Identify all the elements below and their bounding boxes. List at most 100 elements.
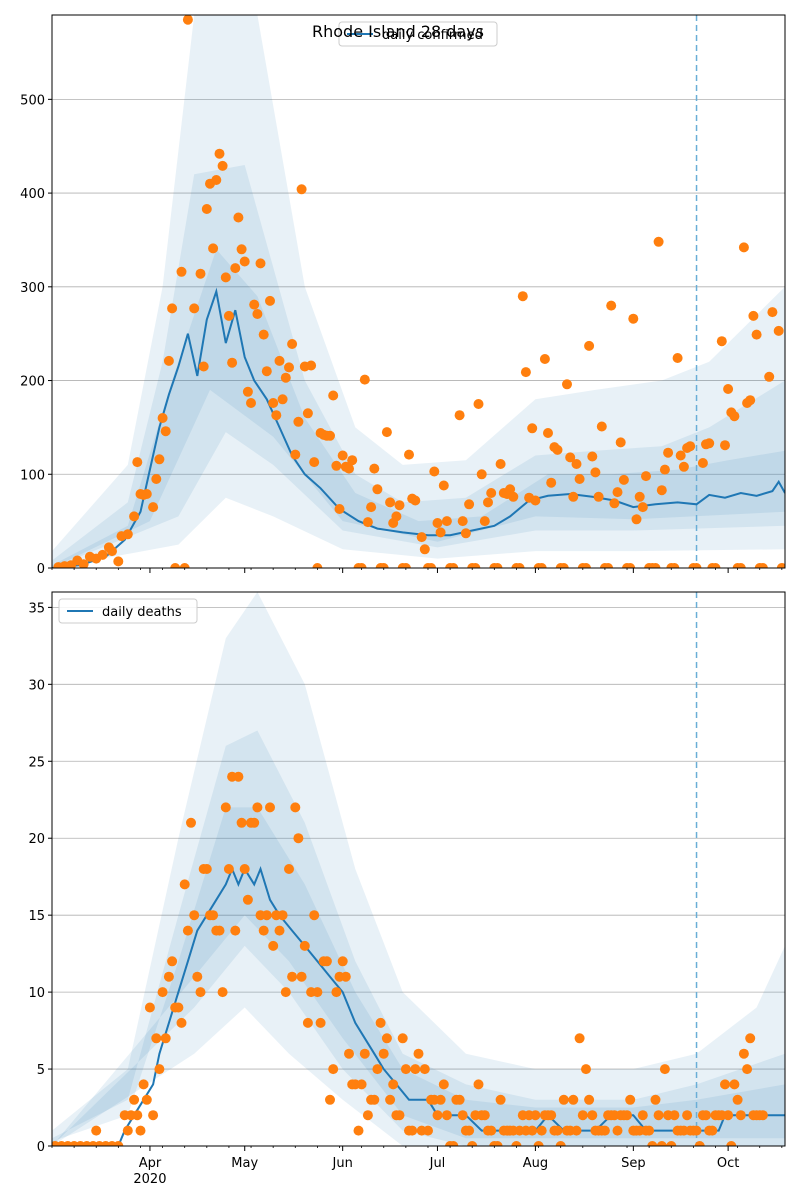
data-point — [729, 1079, 740, 1090]
data-point — [167, 303, 178, 314]
data-point — [233, 771, 244, 782]
data-point — [340, 971, 351, 982]
data-point — [334, 504, 345, 514]
data-point — [189, 910, 200, 921]
data-point — [179, 563, 190, 568]
data-point — [653, 1110, 664, 1121]
data-point — [372, 1064, 383, 1075]
data-point — [625, 563, 636, 568]
uncertainty-band-1 — [52, 730, 785, 1146]
data-point — [302, 1017, 313, 1028]
data-point — [391, 511, 402, 522]
data-point — [163, 971, 174, 982]
data-point — [372, 484, 383, 495]
data-point — [154, 454, 165, 465]
data-point — [448, 563, 459, 568]
data-point — [293, 833, 304, 844]
y-tick-label: 35 — [28, 601, 45, 616]
data-point — [609, 498, 620, 509]
y-tick-label: 15 — [28, 909, 45, 924]
data-point — [637, 1110, 648, 1121]
data-point — [423, 1125, 433, 1136]
data-point — [697, 458, 708, 468]
data-point — [375, 1017, 386, 1028]
data-point — [173, 1002, 184, 1013]
data-point — [776, 563, 785, 568]
data-point — [432, 518, 443, 528]
data-point — [325, 430, 335, 441]
data-point — [650, 1094, 661, 1105]
data-point — [179, 879, 190, 890]
plot-area — [52, 592, 785, 1146]
data-point — [735, 563, 746, 568]
data-point — [91, 1125, 102, 1136]
data-point — [239, 256, 250, 267]
data-point — [546, 1110, 557, 1121]
data-point — [381, 427, 392, 438]
data-point — [432, 1110, 443, 1121]
data-point — [312, 987, 323, 998]
data-point — [454, 1094, 465, 1105]
data-point — [435, 527, 446, 538]
data-point — [653, 236, 664, 247]
data-point — [325, 1094, 335, 1105]
data-point — [400, 563, 411, 568]
data-point — [419, 1064, 430, 1075]
data-point — [138, 1079, 149, 1090]
legend: daily deaths — [58, 598, 198, 624]
data-point — [198, 361, 209, 372]
data-point — [321, 956, 332, 967]
data-point — [495, 459, 506, 469]
data-point — [337, 450, 348, 461]
data-point — [441, 516, 452, 527]
data-point — [328, 390, 339, 401]
legend-label: daily confirmed — [382, 28, 483, 43]
data-point — [659, 1064, 670, 1075]
uncertainty-band-0 — [52, 592, 785, 1146]
data-point — [167, 956, 178, 967]
data-point — [182, 925, 193, 936]
data-point — [587, 1110, 598, 1121]
data-point — [369, 463, 380, 474]
data-point — [543, 428, 553, 438]
data-point — [274, 355, 285, 366]
x-tick-label: May — [231, 1156, 258, 1171]
data-point — [704, 438, 715, 449]
data-point — [441, 1110, 452, 1121]
data-point — [448, 1141, 459, 1146]
data-point — [742, 1064, 753, 1075]
data-point — [344, 463, 354, 474]
data-point — [745, 395, 756, 406]
data-point — [141, 489, 152, 499]
data-point — [306, 360, 317, 371]
data-point — [682, 1110, 693, 1121]
data-point — [369, 1094, 380, 1105]
data-point — [454, 410, 465, 421]
data-point — [252, 309, 263, 319]
data-point — [634, 491, 645, 502]
data-point — [558, 563, 569, 568]
data-point — [242, 894, 253, 905]
data-point — [716, 336, 727, 347]
data-point — [467, 1141, 478, 1146]
y-tick-label: 100 — [20, 468, 45, 483]
data-point — [612, 1125, 623, 1136]
data-point — [394, 1110, 405, 1121]
data-point — [457, 516, 468, 527]
data-point — [378, 563, 389, 568]
data-point — [735, 1110, 746, 1121]
data-point — [536, 563, 547, 568]
data-point — [230, 925, 241, 936]
y-tick-label: 30 — [28, 678, 45, 693]
data-point — [129, 511, 140, 522]
data-point — [723, 1110, 734, 1121]
data-point — [290, 802, 301, 813]
data-point — [410, 495, 421, 506]
data-point — [590, 467, 601, 478]
data-point — [258, 925, 269, 936]
data-point — [666, 1141, 677, 1146]
data-point — [691, 1125, 702, 1136]
data-point — [287, 971, 298, 982]
data-point — [473, 1079, 484, 1090]
data-point — [464, 1125, 475, 1136]
